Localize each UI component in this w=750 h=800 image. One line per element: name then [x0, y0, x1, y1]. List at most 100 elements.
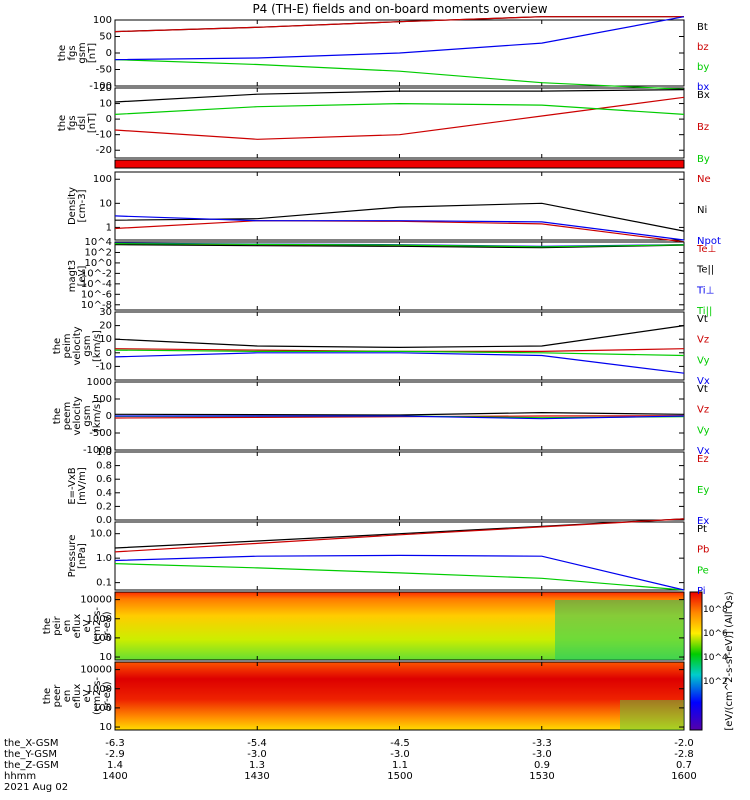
ephem-x-value: -6.3	[105, 738, 125, 749]
y-tick-label: 10	[99, 722, 112, 733]
series-line-Pi	[114, 554, 685, 591]
y-axis-label: [km/s]	[92, 400, 103, 432]
y-axis-label: en	[62, 620, 73, 633]
series-line-Vt	[114, 411, 685, 416]
y-tick-label: 100	[93, 15, 112, 26]
legend-entry: Ex	[697, 516, 709, 527]
y-tick-label: 10^0	[85, 258, 112, 269]
y-axis-label: eV	[82, 689, 93, 702]
legend-entry: by	[697, 62, 709, 73]
ephem-y-value: -3.0	[247, 749, 267, 760]
legend-entry: Vx	[697, 446, 710, 457]
date-label: 2021 Aug 02	[4, 782, 68, 793]
legend-entry: Vx	[697, 376, 710, 387]
legend-entry: Npot	[697, 236, 721, 247]
legend-entry: Pt	[697, 524, 707, 535]
y-tick-label: 50	[99, 32, 112, 43]
y-tick-label: 0.1	[96, 578, 112, 589]
legend-entry: bx	[697, 82, 709, 93]
ephem-y-value: -3.0	[532, 749, 552, 760]
y-axis-label: gsm	[77, 42, 88, 63]
y-axis-label: [cm-3]	[77, 189, 88, 222]
legend-entry: Bz	[697, 122, 709, 133]
time-tick-label: 1600	[671, 771, 696, 782]
y-axis-label: [nT]	[87, 43, 98, 63]
series-line-Bx	[114, 89, 685, 103]
ephem-z-value: 0.9	[534, 760, 550, 771]
flag-bar	[114, 159, 685, 169]
y-tick-label: 1000	[87, 377, 112, 388]
legend-entry: Te||	[696, 265, 714, 276]
ephem-row-label: the_Y-GSM	[4, 749, 57, 760]
y-tick-label: 500	[93, 394, 112, 405]
y-axis-label: [nPa]	[77, 543, 88, 569]
colorbar-tick: 10^2	[703, 677, 728, 687]
y-tick-label: 10	[99, 334, 112, 345]
y-axis-label: dsl	[77, 116, 88, 130]
y-tick-label: 0.0	[96, 515, 112, 526]
legend-entry: Vy	[697, 425, 710, 436]
legend-entry: Vz	[697, 335, 709, 346]
y-tick-label: 10^-2	[81, 268, 112, 279]
series-line-Bz	[114, 96, 685, 140]
figure-title: P4 (TH-E) fields and on-board moments ov…	[252, 2, 547, 16]
spectrogram-peer-patch	[620, 700, 684, 730]
ephem-y-value: -2.8	[674, 749, 694, 760]
ephem-row-label: the_X-GSM	[4, 738, 58, 749]
time-tick-label: 1530	[529, 771, 554, 782]
series-line-Npot	[114, 215, 685, 241]
y-tick-label: 1	[106, 222, 112, 233]
y-axis-label: the	[57, 45, 68, 61]
y-tick-label: 0.6	[96, 474, 112, 485]
panel-e-field	[114, 451, 685, 521]
y-tick-label: 10^-4	[81, 279, 112, 290]
y-axis-label: Density	[67, 187, 78, 225]
y-tick-label: 0	[106, 411, 112, 422]
ephem-y-value: -2.9	[105, 749, 125, 760]
y-tick-label: 0	[106, 348, 112, 359]
y-tick-label: 1000	[87, 684, 112, 695]
y-axis-label: gsm	[82, 335, 93, 356]
y-tick-label: 10^-6	[81, 289, 112, 300]
y-tick-label: 10^2	[85, 247, 112, 258]
legend-entry: Pe	[697, 565, 709, 576]
legend-entry: Ez	[697, 454, 709, 465]
y-tick-label: -10	[96, 361, 112, 372]
y-axis-label: sr-eV)	[102, 611, 113, 640]
series-line-Vx	[114, 352, 685, 374]
y-tick-label: -20	[96, 145, 112, 156]
y-tick-label: -10	[96, 130, 112, 141]
y-axis-label: [km/s]	[92, 330, 103, 362]
y-axis-label: magt3	[67, 260, 78, 293]
y-tick-label: 0.2	[96, 501, 112, 512]
y-tick-label: 10000	[80, 665, 112, 676]
y-axis-label: the	[52, 408, 63, 424]
ephem-x-value: -2.0	[674, 738, 694, 749]
ephem-x-value: -4.5	[390, 738, 410, 749]
panel-fgs-dsl	[114, 87, 685, 159]
y-axis-label: sr-eV)	[102, 681, 113, 710]
legend-entry: bz	[697, 42, 709, 53]
y-tick-label: 0.4	[96, 488, 112, 499]
ephem-row-label: the_Z-GSM	[4, 760, 59, 771]
y-tick-label: 10	[99, 198, 112, 209]
ephem-row-label: hhmm	[4, 771, 36, 782]
y-axis-label: gsm	[82, 405, 93, 426]
series-line-Vy	[114, 349, 685, 357]
y-axis-label: fgs	[67, 45, 78, 60]
y-axis-label: velocity	[72, 326, 83, 365]
y-tick-label: 30	[99, 307, 112, 318]
series-line-Ti||	[114, 243, 685, 248]
series-line-Te||	[114, 244, 685, 249]
series-line-bx	[114, 16, 685, 61]
series-line-Pb	[114, 518, 685, 553]
y-axis-label: peem	[62, 402, 73, 430]
time-tick-label: 1430	[244, 771, 269, 782]
y-axis-label: [eV]	[77, 266, 88, 287]
series-line-Vz	[114, 415, 685, 419]
y-tick-label: 10	[99, 99, 112, 110]
y-tick-label: 20	[99, 83, 112, 94]
legend-entry: Te⊥	[696, 244, 716, 255]
ephem-y-value: -3.0	[390, 749, 410, 760]
